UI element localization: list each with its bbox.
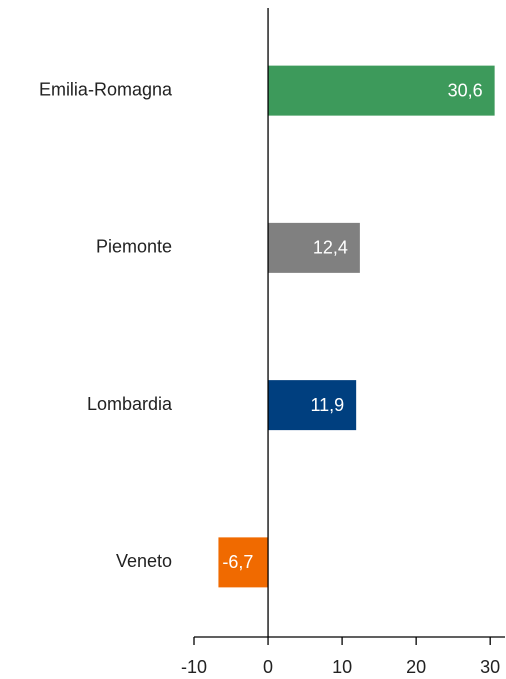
x-tick-label: 10 [332, 657, 352, 677]
x-tick-label: 0 [263, 657, 273, 677]
y-tick-label: Piemonte [96, 237, 172, 257]
x-tick-label: 20 [406, 657, 426, 677]
data-label: 11,9 [310, 395, 344, 415]
x-tick-label: -10 [181, 657, 207, 677]
data-label: 30,6 [448, 80, 483, 100]
x-tick-label: 30 [480, 657, 500, 677]
data-label: -6,7 [222, 552, 253, 572]
data-label: 12,4 [313, 238, 348, 258]
y-tick-label: Veneto [116, 551, 172, 571]
bar [268, 380, 357, 431]
bar [218, 537, 269, 588]
bar [268, 222, 360, 273]
y-tick-label: Lombardia [87, 394, 173, 414]
y-tick-label: Emilia-Romagna [39, 79, 173, 99]
bar [268, 65, 495, 116]
